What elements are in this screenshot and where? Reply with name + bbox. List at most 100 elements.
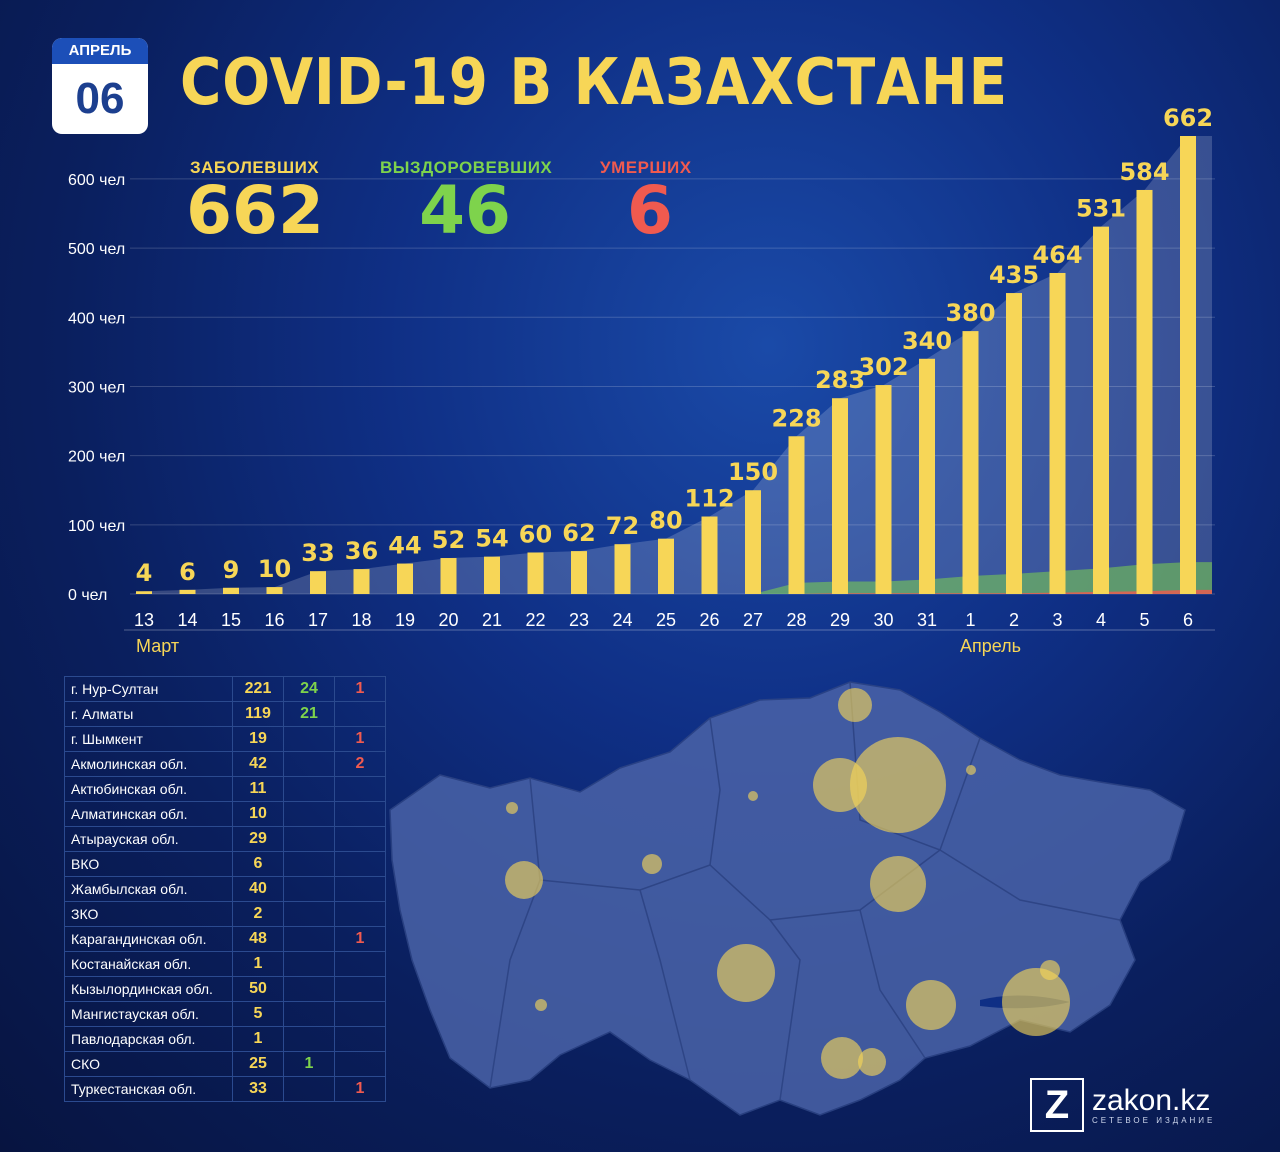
region-cases: 119	[232, 701, 284, 727]
bar-value-label: 662	[1163, 104, 1213, 132]
bar	[353, 569, 370, 594]
map-bubbles	[505, 688, 1070, 1079]
recovered-area	[134, 562, 1212, 594]
bar	[179, 589, 196, 594]
x-tick-label: 19	[395, 610, 415, 630]
region-name: г. Нур-Султан	[64, 676, 233, 702]
x-tick-label: 27	[743, 610, 763, 630]
region-name: г. Шымкент	[64, 726, 233, 752]
cases-chart: 0 чел 100 чел 200 чел 300 чел 400 чел 500 чел…	[68, 104, 1214, 656]
bar	[614, 544, 631, 594]
region-cases: 10	[232, 801, 284, 827]
region-name: ЗКО	[64, 901, 233, 927]
bar	[1093, 226, 1109, 595]
bar	[832, 398, 848, 594]
region-deaths	[334, 876, 386, 902]
x-tick-label: 26	[699, 610, 719, 630]
bar	[266, 587, 283, 594]
region-name: ВКО	[64, 851, 233, 877]
region-cases: 221	[232, 676, 284, 702]
region-recovered	[283, 1001, 335, 1027]
logo-brand: zakon.kz	[1092, 1083, 1211, 1117]
region-cases: 1	[232, 951, 284, 977]
region-deaths: 2	[334, 751, 386, 777]
table-row: г. Шымкент 19 1	[64, 726, 386, 752]
bar	[397, 563, 413, 594]
bar-value-label: 33	[301, 539, 334, 567]
calendar-month: АПРЕЛЬ	[52, 38, 148, 64]
x-tick-label: 15	[221, 610, 241, 630]
region-deaths	[334, 851, 386, 877]
x-tick-label: 25	[656, 610, 676, 630]
deaths-label: УМЕРШИХ	[600, 158, 692, 177]
region-name: Туркестанская обл.	[64, 1076, 233, 1102]
bar	[484, 556, 500, 594]
bar	[875, 385, 892, 594]
region-deaths: 1	[334, 1076, 386, 1102]
y-tick-label: 200 чел	[68, 449, 125, 466]
region-recovered	[283, 776, 335, 802]
y-tick-label: 400 чел	[68, 310, 125, 327]
bubble-mangistau	[535, 999, 547, 1011]
region-recovered	[283, 1026, 335, 1052]
bar	[1136, 189, 1153, 594]
bar-value-label: 531	[1076, 195, 1126, 223]
region-recovered	[283, 926, 335, 952]
table-row: ВКО 6	[64, 851, 386, 877]
recovered-label: ВЫЗДОРОВЕВШИХ	[380, 158, 553, 177]
logo-mark: Z	[1030, 1078, 1084, 1132]
bubble-zhambyl	[906, 980, 956, 1030]
bubble-shymkent	[858, 1048, 886, 1076]
region-name: Актюбинская обл.	[64, 776, 233, 802]
region-deaths	[334, 901, 386, 927]
y-tick-label: 100 чел	[68, 518, 125, 535]
bar-value-label: 112	[684, 485, 734, 513]
bar	[1006, 293, 1022, 594]
bar-value-label: 54	[475, 525, 508, 553]
region-deaths	[334, 776, 386, 802]
region-name: Алматинская обл.	[64, 801, 233, 827]
bubble-aktobe	[642, 854, 662, 874]
region-deaths	[334, 701, 386, 727]
table-row: г. Нур-Султан 221 24 1	[64, 676, 386, 702]
table-row: Туркестанская обл. 33 1	[64, 1076, 386, 1102]
region-name: Костанайская обл.	[64, 951, 233, 977]
bubble-almaty	[1002, 968, 1070, 1036]
region-recovered: 1	[283, 1051, 335, 1077]
region-name: г. Алматы	[64, 701, 233, 727]
bar	[310, 571, 326, 594]
region-recovered	[283, 826, 335, 852]
region-name: Павлодарская обл.	[64, 1026, 233, 1052]
bar-value-label: 6	[179, 558, 196, 586]
bar	[919, 358, 935, 594]
region-deaths	[334, 1051, 386, 1077]
x-tick-label: 28	[786, 610, 806, 630]
region-name: СКО	[64, 1051, 233, 1077]
bar-value-label: 36	[345, 537, 378, 565]
month-label-march: Март	[136, 636, 179, 656]
table-row: Алматинская обл. 10	[64, 801, 386, 827]
y-tick-label: 600 чел	[68, 172, 125, 189]
table-row: Павлодарская обл. 1	[64, 1026, 386, 1052]
bar	[571, 551, 587, 594]
bar-value-label: 60	[519, 520, 552, 548]
table-row: Атырауская обл. 29	[64, 826, 386, 852]
y-tick-label: 0 чел	[68, 587, 107, 604]
x-tick-label: 30	[873, 610, 893, 630]
x-tick-label: 5	[1139, 610, 1149, 630]
table-row: Карагандинская обл. 48 1	[64, 926, 386, 952]
infected-value: 662	[186, 172, 324, 249]
bubble-akmola	[813, 758, 867, 812]
region-recovered	[283, 851, 335, 877]
bar-value-label: 4	[136, 559, 153, 587]
recovered-value: 46	[419, 172, 511, 249]
bar-value-label: 302	[858, 353, 908, 381]
bubble-atyrau	[505, 861, 543, 899]
x-tick-label: 18	[351, 610, 371, 630]
month-label-april: Апрель	[960, 636, 1021, 656]
region-name: Кызылординская обл.	[64, 976, 233, 1002]
x-tick-label: 1	[965, 610, 975, 630]
bar	[788, 436, 805, 594]
bar-value-label: 150	[728, 458, 778, 486]
table-row: Костанайская обл. 1	[64, 951, 386, 977]
